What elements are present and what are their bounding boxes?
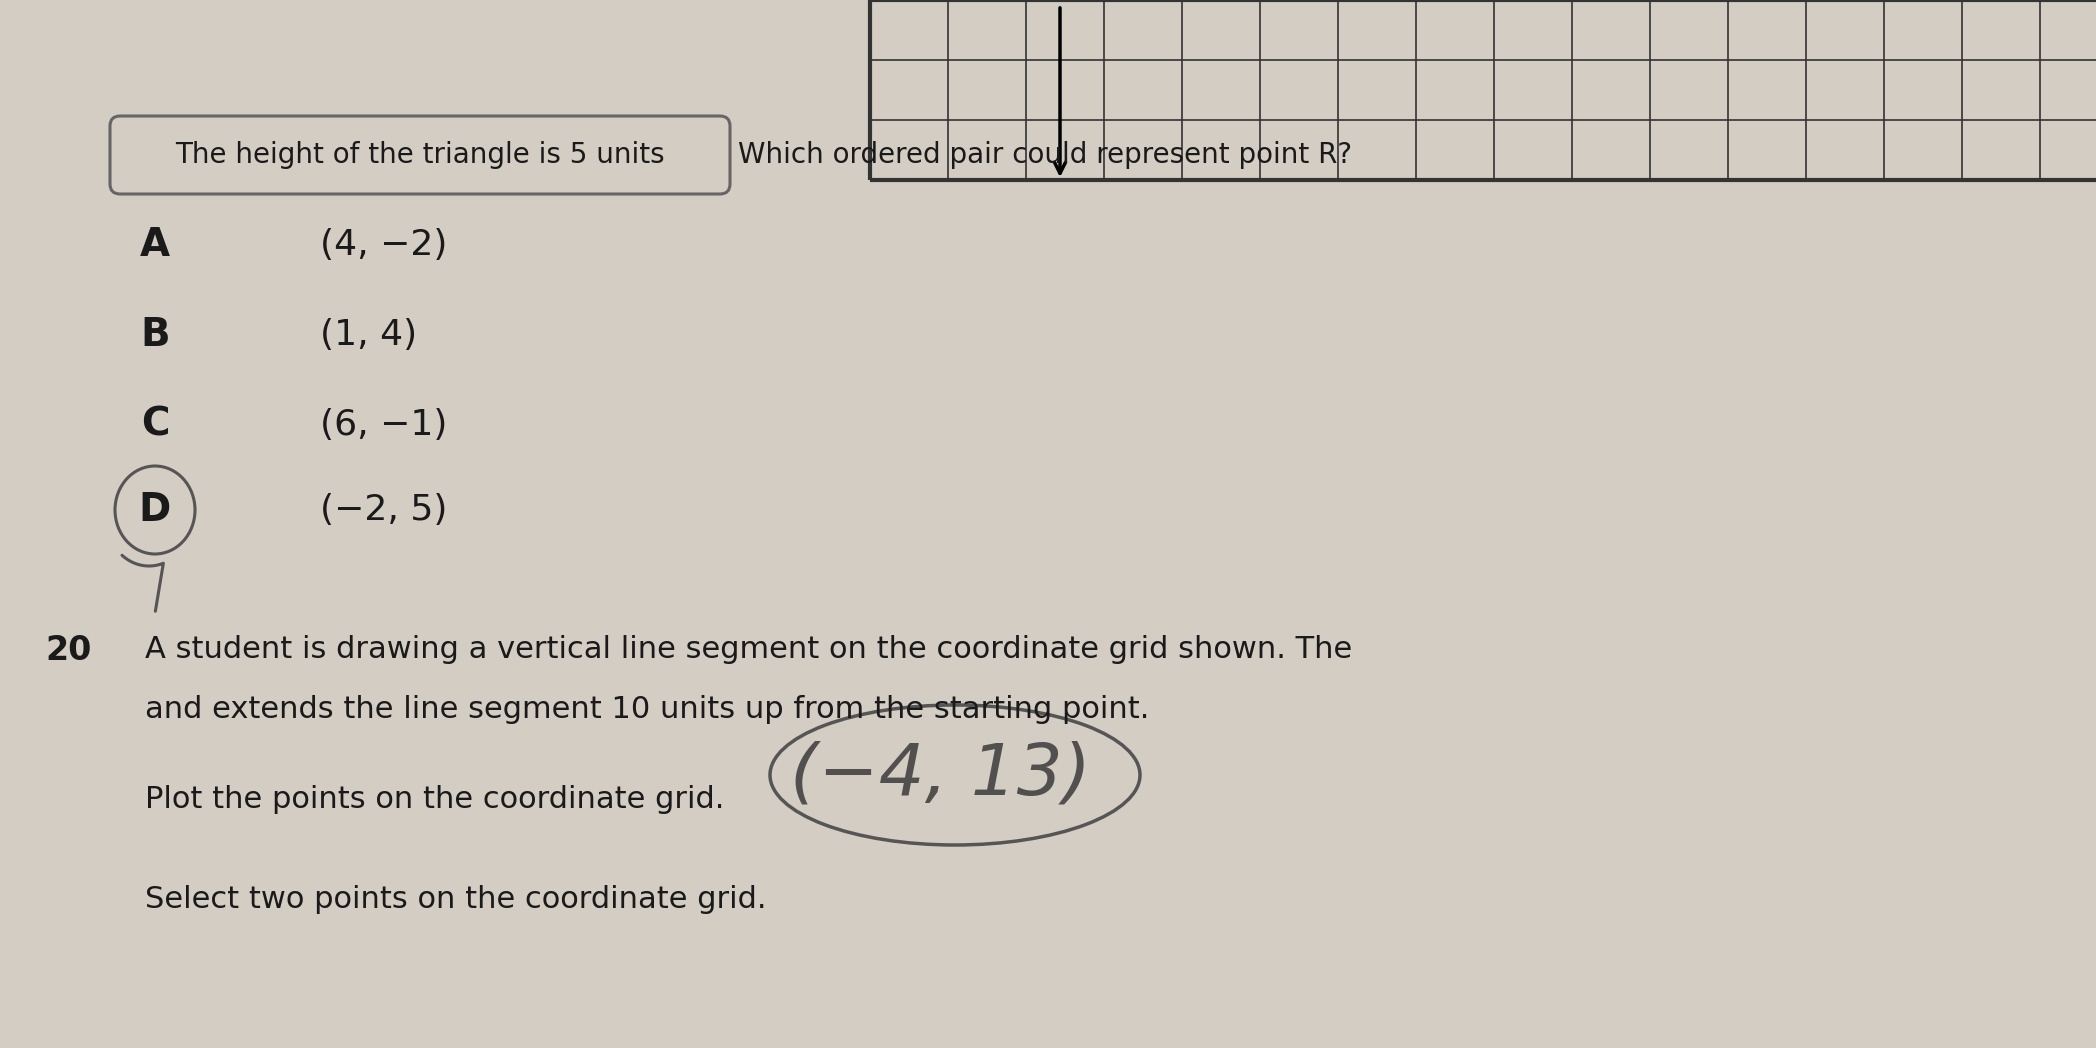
Text: A: A: [140, 226, 170, 264]
Text: B: B: [140, 316, 170, 354]
Text: 20: 20: [44, 633, 92, 667]
Text: Which ordered pair could represent point R?: Which ordered pair could represent point…: [738, 141, 1352, 169]
Text: D: D: [138, 492, 172, 529]
Text: (6, −1): (6, −1): [321, 408, 446, 442]
Text: Select two points on the coordinate grid.: Select two points on the coordinate grid…: [145, 886, 767, 915]
Text: and extends the line segment 10 units up from the starting point.: and extends the line segment 10 units up…: [145, 696, 1149, 724]
Text: A student is drawing a vertical line segment on the coordinate grid shown. The: A student is drawing a vertical line seg…: [145, 635, 1352, 664]
Text: (4, −2): (4, −2): [321, 228, 446, 262]
Text: The height of the triangle is 5 units: The height of the triangle is 5 units: [176, 141, 664, 169]
Text: Plot the points on the coordinate grid.: Plot the points on the coordinate grid.: [145, 786, 725, 814]
Text: (−2, 5): (−2, 5): [321, 493, 446, 527]
Text: (−4, 13): (−4, 13): [790, 741, 1092, 809]
Text: (1, 4): (1, 4): [321, 318, 417, 352]
Text: C: C: [140, 406, 170, 444]
